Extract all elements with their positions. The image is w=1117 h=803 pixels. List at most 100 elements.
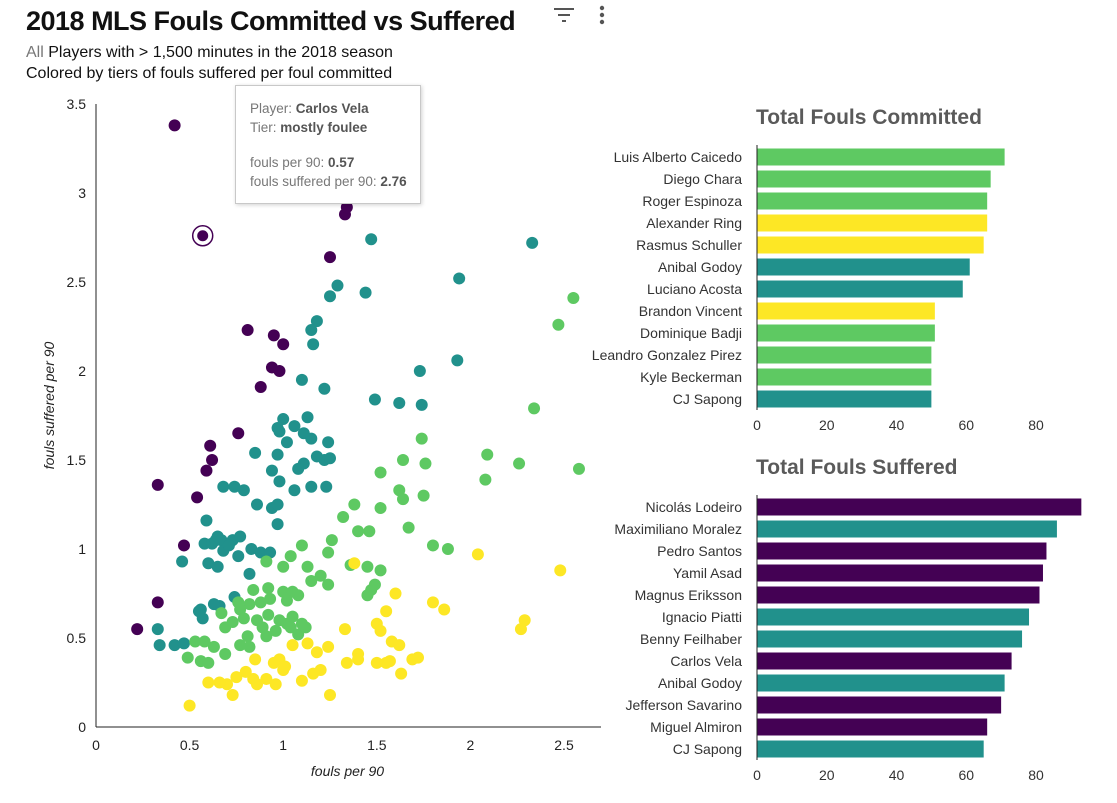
scatter-point <box>397 493 410 506</box>
scatter-point <box>271 448 284 461</box>
scatter-point <box>322 640 335 653</box>
scatter-point <box>397 454 410 466</box>
scatter-plot: 0 0.5 1 1.5 2 2.5 3 3.5 0 0.5 1 1.5 2 2.5 fouls per 90… <box>41 96 601 779</box>
committed-bar <box>757 390 932 408</box>
scatter-point <box>232 550 245 563</box>
scatter-point <box>352 525 365 538</box>
suffered-category-label: Nicolás Lodeiro <box>646 499 743 515</box>
scatter-point <box>528 402 541 415</box>
scatter-point <box>254 381 267 394</box>
committed-category-label: Leandro Gonzalez Pirez <box>592 347 742 363</box>
scatter-point <box>265 464 278 477</box>
committed-x-tick-label: 0 <box>753 417 761 433</box>
scatter-point <box>237 484 250 497</box>
committed-bar <box>757 192 988 210</box>
scatter-point <box>176 555 189 568</box>
scatter-point <box>228 480 241 493</box>
suffered-bar <box>757 630 1023 648</box>
scatter-point <box>567 292 580 305</box>
scatter-point <box>262 582 275 595</box>
suffered-category-label: Yamil Asad <box>673 565 742 581</box>
scatter-point <box>273 475 286 488</box>
scatter-point <box>307 338 320 351</box>
suffered-x-tick-label: 60 <box>958 767 974 783</box>
scatter-point <box>370 656 383 669</box>
scatter-point <box>249 446 262 459</box>
scatter-point <box>288 420 301 433</box>
scatter-point <box>393 397 406 410</box>
scatter-point <box>269 678 282 691</box>
scatter-point <box>324 688 336 701</box>
scatter-point <box>352 653 365 666</box>
vertical-dots-icon[interactable] <box>594 4 610 26</box>
scatter-point <box>479 473 492 486</box>
scatter-point <box>237 612 250 625</box>
x-tick-label: 2.5 <box>554 737 574 753</box>
scatter-point <box>301 411 314 424</box>
suffered-category-label: Maximiliano Moralez <box>614 521 742 537</box>
scatter-point <box>299 621 312 634</box>
scatter-point <box>415 432 428 445</box>
suffered-category-label: Miguel Almiron <box>650 719 742 735</box>
scatter-point <box>361 560 374 573</box>
scatter-point <box>249 653 262 666</box>
scatter-point <box>206 454 219 466</box>
scatter-point <box>243 640 256 653</box>
y-axis-title: fouls suffered per 90 <box>41 341 57 469</box>
tooltip-tier-value: mostly foulee <box>280 120 368 135</box>
filter-word[interactable]: All <box>26 44 44 61</box>
scatter-point <box>151 596 164 609</box>
scatter-point <box>325 534 338 547</box>
x-tick-label: 1 <box>279 737 287 753</box>
committed-category-label: Kyle Beckerman <box>640 369 742 385</box>
committed-bar <box>757 302 935 320</box>
suffered-category-label: Jefferson Savarino <box>626 697 743 713</box>
suffered-x-tick-label: 20 <box>819 767 835 783</box>
x-axis-title: fouls per 90 <box>311 763 384 779</box>
scatter-point <box>305 480 318 493</box>
scatter-point <box>348 498 361 511</box>
scatter-point <box>395 667 408 680</box>
scatter-point <box>380 605 393 618</box>
committed-bar <box>757 258 970 276</box>
committed-bar <box>757 368 932 386</box>
suffered-bar <box>757 652 1012 670</box>
scatter-point <box>554 564 567 577</box>
scatter-point <box>301 637 314 650</box>
tooltip-suffered-label: fouls suffered per 90: <box>250 174 381 189</box>
committed-x-tick-label: 80 <box>1028 417 1044 433</box>
scatter-point <box>183 699 196 712</box>
committed-x-tick-label: 20 <box>819 417 835 433</box>
scatter-point <box>322 436 335 449</box>
scatter-point <box>260 630 273 643</box>
y-tick-label: 2.5 <box>67 274 87 290</box>
scatter-point <box>189 635 202 648</box>
scatter-point <box>301 560 314 573</box>
suffered-bar <box>757 520 1057 538</box>
scatter-point <box>305 575 318 588</box>
suffered-bar <box>757 674 1005 692</box>
committed-category-label: Alexander Ring <box>646 215 742 231</box>
scatter-point <box>277 338 290 351</box>
committed-bar <box>757 236 984 254</box>
scatter-point <box>243 598 256 611</box>
filter-lines-icon[interactable] <box>553 6 575 24</box>
scatter-point <box>279 660 292 673</box>
suffered-bar <box>757 586 1040 604</box>
scatter-point <box>215 607 228 620</box>
y-tick-label: 0.5 <box>67 630 87 646</box>
scatter-point <box>202 656 215 669</box>
scatter-point <box>288 484 301 497</box>
x-tick-label: 2 <box>467 737 475 753</box>
scatter-point <box>419 457 432 470</box>
scatter-point <box>305 324 318 337</box>
suffered-bar <box>757 608 1030 626</box>
scatter-point <box>451 354 464 367</box>
scatter-point <box>211 560 224 573</box>
scatter-point <box>324 251 336 264</box>
highlight-point <box>195 228 211 244</box>
tooltip-player-name: Carlos Vela <box>295 101 369 116</box>
scatter-point <box>441 543 454 555</box>
scatter-point <box>292 462 305 475</box>
scatter-point <box>453 272 466 285</box>
